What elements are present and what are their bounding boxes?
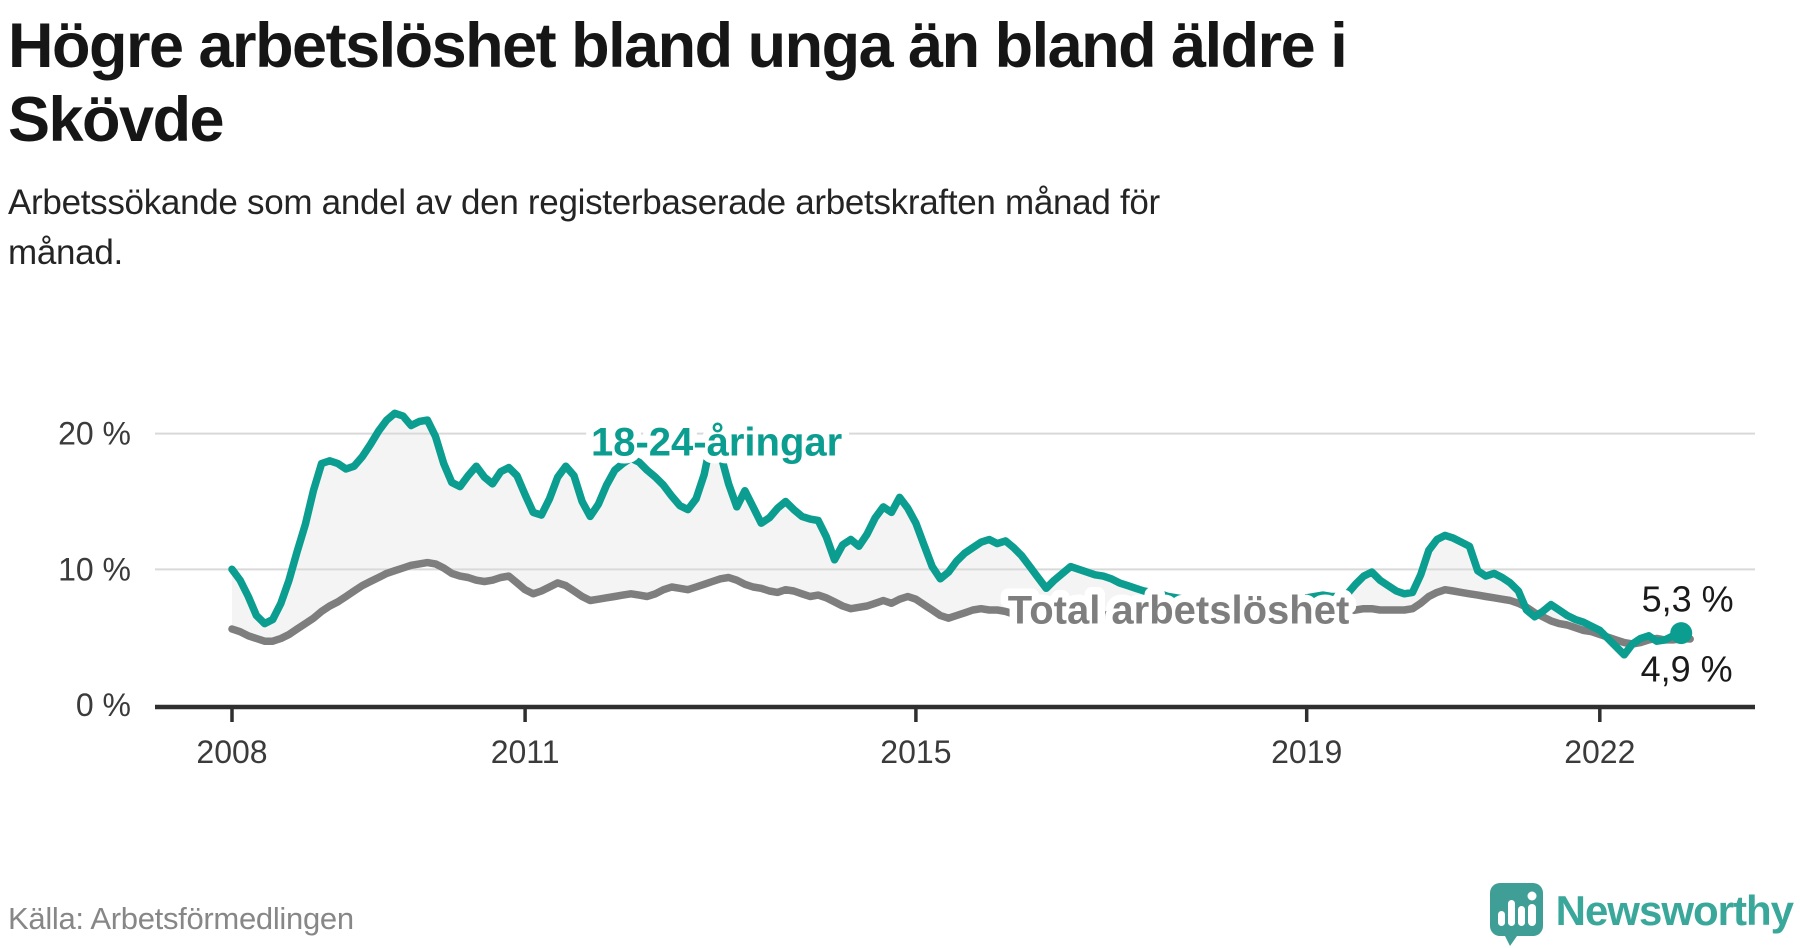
brand-name: Newsworthy [1555, 887, 1794, 934]
page-title: Högre arbetslöshet bland unga än bland ä… [8, 10, 1708, 157]
x-axis-label-2008: 2008 [196, 734, 267, 770]
series-line-total [228, 558, 1694, 648]
subtitle-line-1: Arbetssökande som andel av den registerb… [8, 183, 1160, 222]
series-line-youth [228, 409, 1685, 659]
newsworthy-logo: Newsworthy [1487, 878, 1794, 948]
title-line-2: Skövde [8, 84, 225, 155]
subtitle-line-2: månad. [8, 233, 123, 273]
end-value-label-0: 5,3 % [1642, 578, 1734, 619]
title-line-1: Högre arbetslöshet bland unga än bland ä… [8, 11, 1348, 81]
source-note: Källa: Arbetsförmedlingen [8, 901, 354, 936]
chart-subtitle: Arbetssökande som andel av den registerb… [8, 178, 1708, 278]
y-axis-label-20: 20 % [58, 416, 131, 452]
y-axis-label-10: 10 % [58, 551, 131, 587]
series-end-dot [1670, 622, 1693, 645]
exclamation-bar [1527, 904, 1536, 926]
series-label-youth: 18-24-åringar [591, 420, 842, 464]
band-fill [232, 413, 1682, 655]
end-value-label-1: 4,9 % [1641, 648, 1733, 689]
newsworthy-bubble-chart-icon [1489, 883, 1543, 946]
bar-2 [1507, 900, 1515, 926]
exclamation-dot [1527, 891, 1537, 901]
x-axis-label-2022: 2022 [1564, 734, 1635, 770]
x-axis-label-2015: 2015 [880, 734, 951, 770]
series-label-total: Total arbetslöshet [1008, 589, 1350, 633]
x-axis-label-2019: 2019 [1271, 734, 1342, 770]
y-axis-label-0: 0 % [76, 687, 131, 723]
bar-1 [1497, 911, 1505, 926]
bar-3 [1517, 906, 1525, 926]
x-axis-label-2011: 2011 [491, 734, 560, 770]
